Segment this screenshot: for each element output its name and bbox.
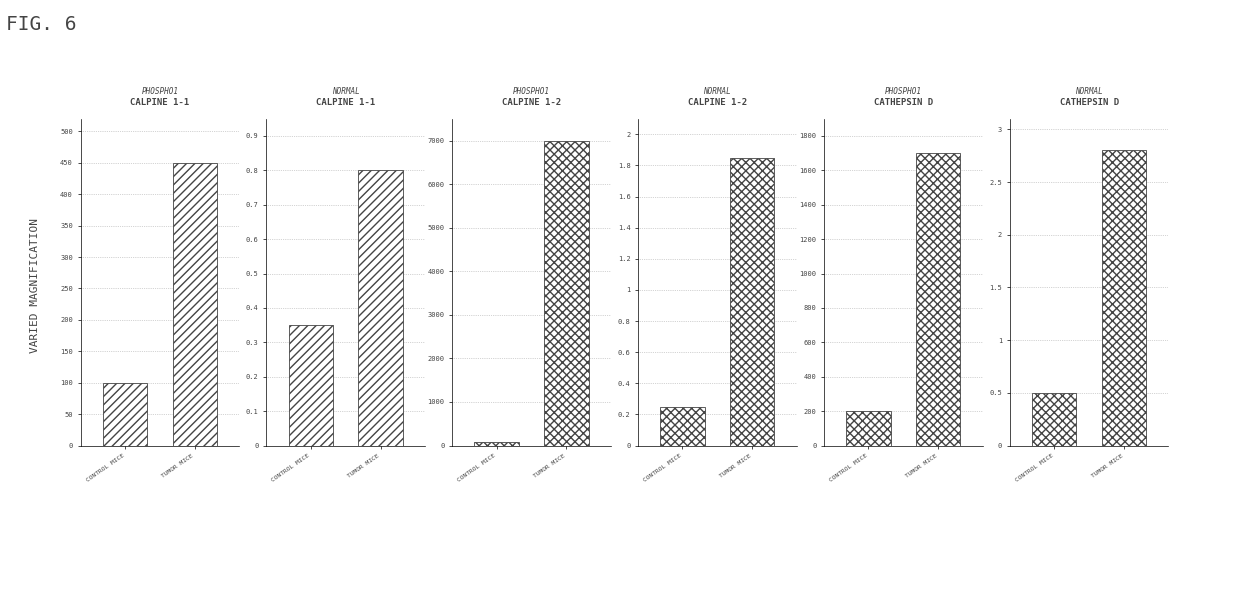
Bar bbox=[916, 153, 960, 446]
Title: CALPINE 1-1: CALPINE 1-1 bbox=[316, 98, 375, 107]
Text: FIG. 6: FIG. 6 bbox=[6, 15, 77, 34]
Title: CATHEPSIN D: CATHEPSIN D bbox=[1059, 98, 1119, 107]
Text: NORMAL: NORMAL bbox=[332, 87, 359, 96]
Bar bbox=[475, 442, 519, 446]
Text: PHOSPHO1: PHOSPHO1 bbox=[885, 87, 922, 96]
Bar bbox=[358, 170, 403, 446]
Bar bbox=[846, 411, 891, 446]
Bar bbox=[730, 157, 774, 446]
Bar bbox=[289, 325, 333, 446]
Bar bbox=[1032, 393, 1077, 446]
Title: CALPINE 1-2: CALPINE 1-2 bbox=[502, 98, 561, 107]
Text: NORMAL: NORMAL bbox=[704, 87, 731, 96]
Text: PHOSPHO1: PHOSPHO1 bbox=[141, 87, 178, 96]
Title: CALPINE 1-2: CALPINE 1-2 bbox=[688, 98, 747, 107]
Bar bbox=[544, 141, 589, 446]
Text: VARIED MAGNIFICATION: VARIED MAGNIFICATION bbox=[30, 217, 40, 353]
Text: NORMAL: NORMAL bbox=[1075, 87, 1103, 96]
Text: PHOSPHO1: PHOSPHO1 bbox=[513, 87, 550, 96]
Bar bbox=[660, 407, 705, 446]
Title: CATHEPSIN D: CATHEPSIN D bbox=[873, 98, 933, 107]
Bar bbox=[1101, 150, 1146, 446]
Bar bbox=[103, 383, 147, 446]
Title: CALPINE 1-1: CALPINE 1-1 bbox=[130, 98, 190, 107]
Bar bbox=[172, 163, 217, 446]
